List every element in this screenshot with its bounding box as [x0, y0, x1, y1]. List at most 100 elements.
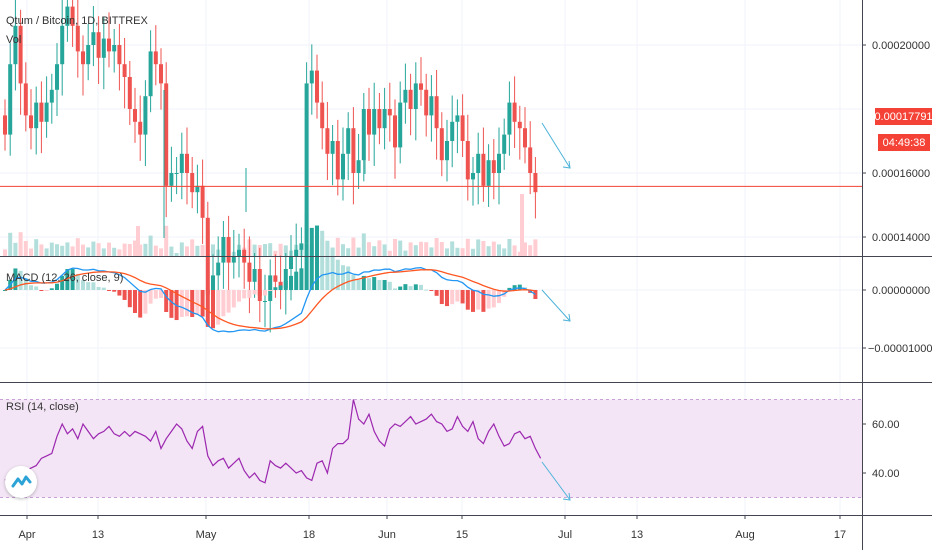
- volume-bar: [408, 242, 413, 256]
- candle-body: [127, 77, 132, 109]
- macd-histogram-bar: [107, 290, 111, 291]
- macd-histogram-bar: [486, 290, 491, 309]
- candle-body: [143, 96, 148, 135]
- rsi-label: RSI (14, close): [6, 401, 79, 413]
- macd-histogram-bar: [133, 290, 137, 313]
- candle-body: [133, 109, 137, 122]
- last-price-tag: 0.00017791: [874, 108, 932, 125]
- macd-histogram-bar: [3, 290, 7, 291]
- time-tick-label: 17: [834, 529, 846, 541]
- volume-bar: [34, 239, 39, 256]
- volume-bar: [159, 248, 163, 256]
- volume-bar: [122, 243, 127, 256]
- volume-bar: [23, 241, 28, 256]
- macd-histogram-bar: [153, 290, 158, 299]
- candle-body: [309, 70, 314, 84]
- forecast-arrow: [541, 461, 571, 501]
- candle-body: [70, 6, 75, 26]
- macd-histogram-bar: [393, 288, 397, 290]
- candle-body: [169, 173, 174, 186]
- macd-histogram-bar: [278, 285, 283, 290]
- macd-histogram-bar: [81, 280, 85, 290]
- volume-bar: [507, 239, 512, 256]
- macd-histogram-bar: [460, 290, 465, 304]
- macd-histogram-bar: [44, 290, 49, 291]
- candle-body: [424, 89, 429, 116]
- time-tick-label: Apr: [18, 529, 35, 541]
- macd-histogram-bar: [247, 290, 252, 298]
- candle-body: [398, 102, 403, 148]
- time-tick-label: 13: [92, 529, 104, 541]
- volume-bar: [341, 244, 345, 256]
- candle-body: [361, 109, 366, 161]
- candle-body: [18, 25, 23, 84]
- volume-bar: [491, 241, 496, 256]
- countdown-tag: 04:49:38: [878, 134, 930, 151]
- volume-bar: [278, 243, 283, 256]
- macd-histogram-bar: [341, 265, 345, 290]
- volume-bar: [112, 247, 117, 256]
- time-tick-label: Jul: [558, 529, 572, 541]
- candle-body: [148, 51, 153, 97]
- candle-body: [185, 153, 189, 173]
- volume-bar: [29, 248, 33, 256]
- macd-histogram-bar: [330, 247, 335, 290]
- candle-body: [523, 128, 527, 148]
- candle-body: [325, 128, 330, 154]
- volume-bar: [200, 245, 205, 256]
- candle-body: [44, 102, 49, 122]
- volume-bar: [3, 249, 7, 256]
- macd-histogram-bar: [320, 230, 325, 290]
- macd-histogram-bar: [34, 286, 39, 290]
- volume-bar: [465, 238, 470, 256]
- candle-body: [117, 45, 122, 65]
- volume-bar: [107, 242, 111, 256]
- volume-bar: [481, 241, 486, 256]
- volume-bar: [55, 244, 59, 256]
- volume-bar: [252, 244, 257, 256]
- candle-body: [65, 6, 70, 26]
- macd-histogram-bar: [159, 290, 163, 298]
- volume-bar: [211, 244, 215, 256]
- macd-histogram-bar: [455, 290, 460, 302]
- macd-histogram-bar: [424, 289, 429, 291]
- volume-bar: [179, 242, 184, 256]
- candle-body: [216, 262, 221, 276]
- volume-bar: [65, 242, 70, 256]
- volume-bar: [190, 239, 195, 256]
- candle-body: [55, 64, 59, 90]
- forecast-arrows: [541, 122, 571, 501]
- macd-histogram-bar: [283, 280, 288, 290]
- candle-body: [450, 121, 455, 141]
- macd-histogram-bar: [195, 290, 200, 315]
- tradingview-logo[interactable]: [5, 466, 37, 498]
- candle-body: [122, 64, 127, 77]
- rsi-band: [0, 399, 862, 498]
- volume-bar: [476, 239, 481, 256]
- macd-histogram-bar: [382, 279, 387, 290]
- candle-body: [419, 83, 423, 90]
- macd-histogram-bar: [403, 284, 408, 290]
- candle-body: [403, 89, 408, 103]
- volume-bar: [283, 245, 288, 256]
- macd-histogram-bar: [60, 275, 65, 290]
- volume-bar: [8, 232, 13, 256]
- candle-body: [372, 109, 377, 135]
- candle-body: [3, 115, 7, 135]
- candle-body: [346, 128, 351, 154]
- logo-icon: [11, 475, 32, 488]
- candle-body: [278, 281, 283, 289]
- macd-histogram-bar: [398, 286, 403, 290]
- macd-histogram-bar: [231, 290, 236, 308]
- macd-histogram-bar: [169, 290, 174, 318]
- volume-bar: [136, 226, 140, 256]
- candle-body: [268, 275, 273, 301]
- volume-bar: [164, 225, 169, 256]
- macd-histogram-bar: [237, 290, 241, 302]
- forecast-arrow: [541, 122, 571, 169]
- macd-histogram-bar: [263, 290, 267, 296]
- candle-body: [502, 134, 507, 154]
- candle-body: [200, 185, 205, 218]
- volume-bar: [70, 246, 75, 256]
